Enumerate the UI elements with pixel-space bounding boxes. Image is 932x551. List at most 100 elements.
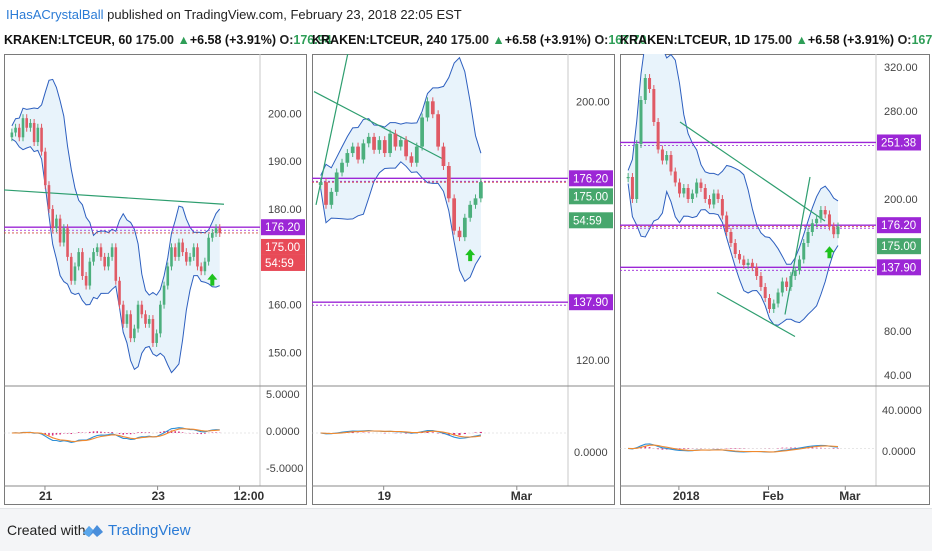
change-value: +6.58 (+3.91%) (189, 33, 276, 47)
candle-body (815, 218, 819, 224)
price-tag-label: 137.90 (881, 262, 916, 274)
publish-info: published on TradingView.com, February 2… (107, 7, 462, 22)
price-tag-label: 176.20 (573, 173, 608, 185)
candle-body (708, 199, 712, 205)
candle-body (695, 182, 699, 194)
author-link[interactable]: IHasACrystalBall (6, 7, 104, 22)
candle-body (199, 266, 203, 272)
candle-body (823, 210, 827, 215)
open-value: 167.70 (911, 33, 932, 47)
price-axis-label: 150.00 (268, 348, 302, 360)
candle-body (177, 242, 181, 257)
tradingview-logo-icon[interactable] (82, 521, 104, 544)
candle-body (77, 252, 80, 267)
candle-body (185, 252, 188, 262)
macd-signal-line (320, 430, 481, 438)
bollinger-band-fill (628, 54, 838, 326)
candle-body (750, 262, 754, 268)
time-axis-label: Mar (511, 489, 533, 503)
candle-body (738, 254, 742, 260)
candle-body (665, 155, 669, 161)
candle-body (393, 133, 398, 147)
panel-frame (4, 54, 307, 505)
chart-canvas[interactable]: 200.00 190.00 180.00 160.00 150.00 176.20 175.… (4, 54, 307, 506)
candle-body (114, 247, 118, 281)
price-axis-label: 190.00 (268, 156, 302, 168)
candle-body (92, 252, 95, 262)
candle-body (121, 304, 125, 324)
change-value: +6.58 (+3.91%) (807, 33, 895, 47)
candle-body (729, 232, 733, 243)
chart-canvas[interactable]: 200.00 120.00 176.20 175.00 54:59 137.90 0.000… (312, 54, 615, 506)
chart-canvas[interactable]: 320.00 280.00 200.00 80.00 40.00 251.38 176.20… (620, 54, 930, 506)
candle-body (29, 122, 32, 128)
time-axis-label: Mar (839, 489, 861, 503)
candle-body (103, 256, 106, 267)
price-axis-label: 180.00 (268, 204, 302, 216)
candle-body (21, 118, 25, 138)
candle-body (159, 304, 162, 334)
candle-body (452, 198, 457, 231)
candle-body (797, 259, 801, 271)
time-axis-label: Feb (762, 489, 783, 503)
macd-signal-line (628, 444, 839, 453)
macd-axis-label: 0.0000 (574, 447, 608, 459)
created-with-label: Created with (7, 522, 86, 538)
candle-body (819, 210, 823, 219)
candle-body (398, 140, 403, 147)
up-arrow-icon: ▲ (177, 33, 190, 47)
candle-body (173, 247, 177, 257)
candle-body (62, 228, 66, 243)
candle-body (742, 259, 746, 265)
candle-body (686, 188, 690, 199)
symbol-label: KRAKEN:LTCEUR, 1D (620, 33, 751, 47)
open-label: O: (279, 33, 294, 47)
candle-body (755, 267, 759, 276)
candle-body (58, 218, 62, 243)
trend-line (716, 291, 796, 338)
candle-body (733, 243, 737, 254)
candle-body (88, 261, 92, 286)
candle-body (832, 226, 836, 235)
price-tag-box (261, 219, 305, 236)
price-tag-label: 175.00 (265, 242, 300, 254)
candle-body (635, 144, 639, 199)
candle-body (648, 78, 652, 89)
open-label: O: (594, 33, 609, 47)
candle-body (107, 256, 110, 267)
candle-body (441, 146, 446, 166)
bollinger-lower-line (320, 161, 482, 283)
candle-body (425, 101, 430, 118)
candle-body (372, 136, 376, 150)
panel-title: KRAKEN:LTCEUR, 1D 175.00 ▲+6.58 (+3.91%)… (620, 32, 932, 52)
time-axis-label: 23 (152, 489, 166, 503)
bollinger-upper-line (627, 54, 839, 265)
candle-body (144, 314, 147, 324)
macd-axis-label: 40.0000 (882, 405, 922, 417)
bollinger-band-fill (320, 57, 481, 282)
chart-panel-60[interactable]: KRAKEN:LTCEUR, 60 175.00 ▲+6.58 (+3.91%)… (4, 32, 332, 506)
price-tag-box (569, 212, 613, 229)
macd-axis-label: 0.0000 (266, 426, 300, 438)
candle-body (329, 191, 334, 205)
up-arrow-icon: ▲ (492, 33, 505, 47)
trend-line (784, 176, 811, 315)
candle-body (361, 143, 366, 160)
candle-body (414, 146, 419, 163)
chart-panel-1d[interactable]: KRAKEN:LTCEUR, 1D 175.00 ▲+6.58 (+3.91%)… (620, 32, 932, 506)
chart-panel-240[interactable]: KRAKEN:LTCEUR, 240 175.00 ▲+6.58 (+3.91%… (312, 32, 647, 506)
tradingview-link[interactable]: TradingView (108, 522, 191, 539)
candle-body (703, 188, 707, 199)
candle-body (716, 193, 720, 199)
change-value: +6.58 (+3.91%) (504, 33, 591, 47)
candle-body (345, 153, 350, 163)
price-axis-label: 160.00 (268, 300, 302, 312)
candle-body (404, 140, 408, 157)
candle-body (66, 228, 69, 257)
candle-body (99, 247, 103, 257)
macd-axis-label: 5.0000 (266, 389, 300, 401)
candle-body (188, 256, 192, 262)
price-tag-box (261, 254, 305, 271)
candle-body (55, 218, 58, 229)
candle-body (356, 146, 360, 160)
